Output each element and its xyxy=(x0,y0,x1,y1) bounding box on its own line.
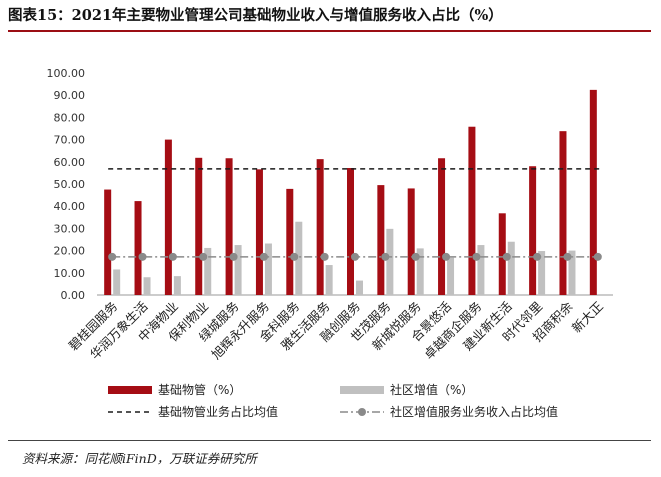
bar-community-value-added xyxy=(325,265,333,295)
legend-label: 基础物管（%） xyxy=(158,382,241,397)
bar-community-value-added xyxy=(447,257,455,295)
avg-marker-value-added xyxy=(138,252,147,261)
bar-community-value-added xyxy=(204,247,212,295)
bar-community-value-added xyxy=(356,280,363,295)
avg-marker-value-added xyxy=(411,252,420,261)
y-tick-label: 100.00 xyxy=(47,67,86,80)
y-tick-label: 80.00 xyxy=(54,111,86,124)
avg-marker-value-added xyxy=(472,252,481,261)
bar-community-value-added xyxy=(507,241,515,295)
bar-basic-property xyxy=(377,185,385,295)
bar-community-value-added xyxy=(416,248,424,295)
avg-marker-value-added xyxy=(199,252,208,261)
legend-swatch xyxy=(340,386,384,394)
avg-marker-value-added xyxy=(381,252,390,261)
y-tick-label: 0.00 xyxy=(61,289,86,302)
avg-marker-value-added xyxy=(320,252,329,261)
bar-basic-property xyxy=(286,188,294,295)
avg-marker-value-added xyxy=(351,252,359,261)
bar-basic-property xyxy=(316,159,324,295)
bar-community-value-added xyxy=(113,269,121,295)
y-tick-label: 70.00 xyxy=(54,134,86,147)
source-note: 资料来源：同花顺iFinD，万联证券研究所 xyxy=(22,451,257,466)
bar-community-value-added xyxy=(386,228,394,295)
bar-basic-property xyxy=(134,201,142,295)
bar-basic-property xyxy=(438,158,446,295)
bar-community-value-added xyxy=(295,221,303,295)
bar-basic-property xyxy=(225,158,233,295)
bar-basic-property xyxy=(164,139,172,295)
legend-label: 社区增值服务业务收入占比均值 xyxy=(390,404,558,419)
avg-marker-value-added xyxy=(442,252,451,261)
bar-basic-property xyxy=(559,131,567,295)
legend-marker xyxy=(358,408,366,416)
avg-marker-value-added xyxy=(108,252,117,261)
avg-marker-value-added xyxy=(229,252,238,261)
avg-marker-value-added xyxy=(168,252,177,261)
y-tick-label: 90.00 xyxy=(54,89,86,102)
y-tick-label: 20.00 xyxy=(54,245,86,258)
bar-community-value-added xyxy=(143,277,151,295)
legend-label: 基础物管业务占比均值 xyxy=(158,404,278,419)
source-rule xyxy=(8,440,651,441)
chart-title: 图表15：2021年主要物业管理公司基础物业收入与增值服务收入占比（%） xyxy=(8,7,503,24)
avg-marker-value-added xyxy=(502,252,511,261)
bar-basic-property xyxy=(589,89,597,295)
bar-community-value-added xyxy=(234,245,242,295)
y-tick-label: 50.00 xyxy=(54,178,86,191)
x-tick-label: 新大正 xyxy=(569,299,606,336)
bar-chart: 0.00 10.00 20.00 30.00 40.00 50.00 60.00 70.00 8… xyxy=(47,67,613,419)
bar-community-value-added xyxy=(568,250,576,295)
bar-basic-property xyxy=(468,126,476,295)
bar-community-value-added xyxy=(173,276,181,295)
y-tick-label: 60.00 xyxy=(54,156,86,169)
bar-basic-property xyxy=(407,188,415,295)
bar-community-value-added xyxy=(538,251,546,295)
legend-swatch xyxy=(108,386,152,394)
avg-marker-value-added xyxy=(563,252,572,261)
bar-basic-property xyxy=(195,157,203,295)
bar-basic-property xyxy=(529,166,537,295)
y-tick-label: 40.00 xyxy=(54,200,86,213)
bar-community-value-added xyxy=(264,243,272,295)
bar-basic-property xyxy=(104,189,112,295)
bar-basic-property xyxy=(255,169,263,295)
y-tick-label: 30.00 xyxy=(54,222,86,235)
bar-basic-property xyxy=(347,168,354,295)
avg-marker-value-added xyxy=(533,252,542,261)
bar-community-value-added xyxy=(477,245,485,295)
legend-label: 社区增值（%） xyxy=(390,382,473,397)
title-rule xyxy=(8,30,651,32)
bar-basic-property xyxy=(498,213,506,295)
avg-marker-value-added xyxy=(259,252,268,261)
y-tick-label: 10.00 xyxy=(54,267,86,280)
avg-marker-value-added xyxy=(290,252,299,261)
avg-marker-value-added xyxy=(593,252,602,261)
